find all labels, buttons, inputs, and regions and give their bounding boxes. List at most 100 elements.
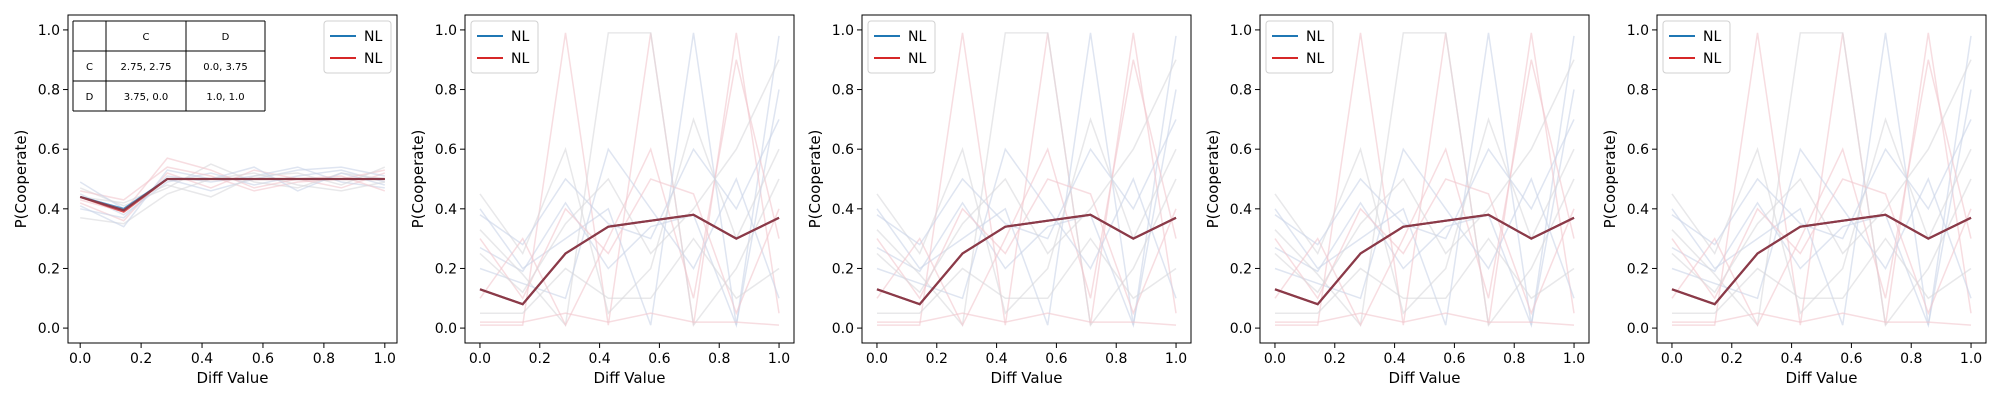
- table-cell: 0.0, 3.75: [203, 62, 248, 73]
- x-axis-label: Diff Value: [593, 369, 665, 387]
- y-tick-label: 0.4: [38, 202, 60, 218]
- background-trace: [1671, 59, 1972, 327]
- legend-label: NL: [511, 29, 529, 45]
- background-trace: [1274, 59, 1575, 327]
- y-tick-label: 0.2: [1230, 261, 1252, 277]
- axes-frame: [861, 14, 1192, 344]
- legend-label: NL: [1306, 51, 1324, 67]
- y-tick-label: 1.0: [1230, 23, 1252, 39]
- table-row-header: C: [86, 62, 93, 73]
- y-tick-label: 0.8: [435, 83, 457, 99]
- series-overlay-line: [479, 213, 780, 306]
- background-trace: [479, 59, 780, 327]
- background-trace: [479, 119, 780, 246]
- x-tick-label: 0.8: [708, 351, 730, 367]
- chart-panel-3: 0.0 0.2 0.4 0.6 0.8 1.0 0.0 0.2 0.4 0.6 0.8 1.0 Diff…: [806, 14, 1192, 387]
- legend-label: NL: [364, 29, 382, 45]
- y-tick-label: 0.2: [435, 261, 457, 277]
- chart-panel-2: 0.0 0.2 0.4 0.6 0.8 1.0 0.0 0.2 0.4 0.6 0.8 1.0 Diff…: [409, 14, 795, 387]
- background-trace: [876, 32, 1177, 326]
- x-tick-label: 1.0: [1563, 351, 1585, 367]
- y-axis-label: P(Cooperate): [806, 130, 824, 229]
- chart-panel-5: 0.0 0.2 0.4 0.6 0.8 1.0 0.0 0.2 0.4 0.6 0.8 1.0 Diff…: [1601, 14, 1987, 387]
- x-tick-label: 0.4: [191, 351, 213, 367]
- background-trace: [1671, 32, 1972, 326]
- y-tick-label: 0.6: [435, 142, 457, 158]
- x-axis-label: Diff Value: [990, 369, 1062, 387]
- y-tick-label: 0.0: [1627, 321, 1649, 337]
- x-tick-label: 0.0: [1264, 351, 1286, 367]
- background-trace: [1672, 312, 1972, 326]
- legend-box: [470, 20, 539, 74]
- x-tick-label: 0.6: [1840, 351, 1862, 367]
- legend-box: [867, 20, 936, 74]
- series-lines: [1671, 213, 1972, 306]
- y-tick-label: 0.2: [38, 261, 60, 277]
- legend: NL NL: [1265, 20, 1334, 74]
- y-tick-label: 0.0: [38, 321, 60, 337]
- y-tick-label: 0.4: [832, 202, 854, 218]
- y-tick-label: 0.4: [1627, 202, 1649, 218]
- x-tick-label: 0.6: [648, 351, 670, 367]
- legend-label: NL: [364, 51, 382, 67]
- y-tick-label: 0.0: [435, 321, 457, 337]
- background-trace: [1671, 119, 1972, 246]
- y-axis-label: P(Cooperate): [1204, 130, 1222, 229]
- legend-box: [1662, 20, 1731, 74]
- series-lines: [1274, 213, 1575, 306]
- axes-frame: [464, 14, 795, 344]
- x-tick-label: 1.0: [1165, 351, 1187, 367]
- series-overlay-line: [876, 213, 1177, 306]
- x-tick-label: 0.8: [1900, 351, 1922, 367]
- legend: NL NL: [867, 20, 936, 74]
- background-traces: [876, 32, 1177, 329]
- background-traces: [479, 32, 780, 329]
- y-tick-label: 0.0: [832, 321, 854, 337]
- background-trace: [479, 35, 780, 329]
- x-tick-label: 0.4: [588, 351, 610, 367]
- axes-frame: [1656, 14, 1987, 344]
- legend: NL NL: [1662, 20, 1731, 74]
- series-overlay-line: [1671, 213, 1972, 306]
- legend-label: NL: [908, 29, 926, 45]
- y-tick-label: 1.0: [1627, 23, 1649, 39]
- x-tick-label: 0.2: [529, 351, 551, 367]
- x-tick-label: 0.4: [1383, 351, 1405, 367]
- x-axis-label: Diff Value: [1388, 369, 1460, 387]
- background-trace: [79, 166, 385, 228]
- table-col-header: C: [143, 32, 150, 43]
- background-trace: [1671, 59, 1972, 294]
- background-trace: [80, 166, 385, 201]
- series-lines: [876, 213, 1177, 306]
- background-trace: [876, 119, 1177, 246]
- background-trace: [877, 312, 1177, 326]
- legend-label: NL: [1703, 51, 1721, 67]
- table-col-header: D: [222, 32, 230, 43]
- background-trace: [1274, 178, 1575, 316]
- chart-panel-4: 0.0 0.2 0.4 0.6 0.8 1.0 0.0 0.2 0.4 0.6 0.8 1.0 Diff…: [1204, 14, 1590, 387]
- background-trace: [480, 237, 780, 314]
- background-traces: [1274, 32, 1575, 329]
- background-trace: [1275, 312, 1575, 326]
- legend-label: NL: [908, 51, 926, 67]
- background-trace: [876, 147, 1177, 300]
- y-tick-label: 0.4: [435, 202, 457, 218]
- background-trace: [877, 237, 1177, 314]
- background-trace: [1274, 119, 1575, 246]
- x-tick-label: 0.2: [1721, 351, 1743, 367]
- series-overlay-line: [1274, 213, 1575, 306]
- y-tick-label: 0.6: [1627, 142, 1649, 158]
- x-tick-label: 1.0: [374, 351, 396, 367]
- y-tick-label: 0.6: [832, 142, 854, 158]
- background-trace: [1671, 35, 1972, 329]
- x-axis-label: Diff Value: [1785, 369, 1857, 387]
- legend-label: NL: [1703, 29, 1721, 45]
- legend: NL NL: [470, 20, 539, 74]
- x-tick-label: 0.8: [1503, 351, 1525, 367]
- background-trace: [1671, 147, 1972, 300]
- background-trace: [479, 32, 780, 326]
- y-tick-label: 1.0: [435, 23, 457, 39]
- x-axis-label: Diff Value: [196, 369, 268, 387]
- axes-frame: [67, 14, 398, 344]
- background-trace: [1671, 178, 1972, 316]
